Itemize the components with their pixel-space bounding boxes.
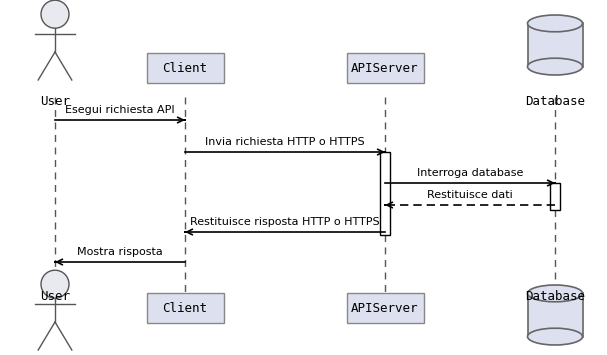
Text: Client: Client xyxy=(163,61,208,75)
Ellipse shape xyxy=(527,328,583,345)
Circle shape xyxy=(41,0,69,28)
Text: APIServer: APIServer xyxy=(351,61,419,75)
Ellipse shape xyxy=(527,58,583,75)
Text: Interroga database: Interroga database xyxy=(417,168,523,178)
Text: APIServer: APIServer xyxy=(351,301,419,315)
Bar xyxy=(527,23,583,67)
Text: Restituisce dati: Restituisce dati xyxy=(427,190,513,200)
Text: User: User xyxy=(40,95,70,108)
Text: Client: Client xyxy=(163,301,208,315)
Bar xyxy=(380,152,390,235)
FancyBboxPatch shape xyxy=(146,293,223,323)
Bar xyxy=(550,183,560,210)
Text: User: User xyxy=(40,290,70,303)
Text: Mostra risposta: Mostra risposta xyxy=(77,247,163,257)
Bar xyxy=(527,293,583,337)
Circle shape xyxy=(41,270,69,298)
Text: Database: Database xyxy=(525,95,585,108)
Ellipse shape xyxy=(527,285,583,302)
Ellipse shape xyxy=(527,15,583,32)
Text: Restituisce risposta HTTP o HTTPS: Restituisce risposta HTTP o HTTPS xyxy=(190,217,380,227)
Text: Esegui richiesta API: Esegui richiesta API xyxy=(65,105,175,115)
FancyBboxPatch shape xyxy=(347,293,424,323)
FancyBboxPatch shape xyxy=(347,53,424,83)
Text: Database: Database xyxy=(525,290,585,303)
FancyBboxPatch shape xyxy=(146,53,223,83)
Text: Invia richiesta HTTP o HTTPS: Invia richiesta HTTP o HTTPS xyxy=(205,137,365,147)
